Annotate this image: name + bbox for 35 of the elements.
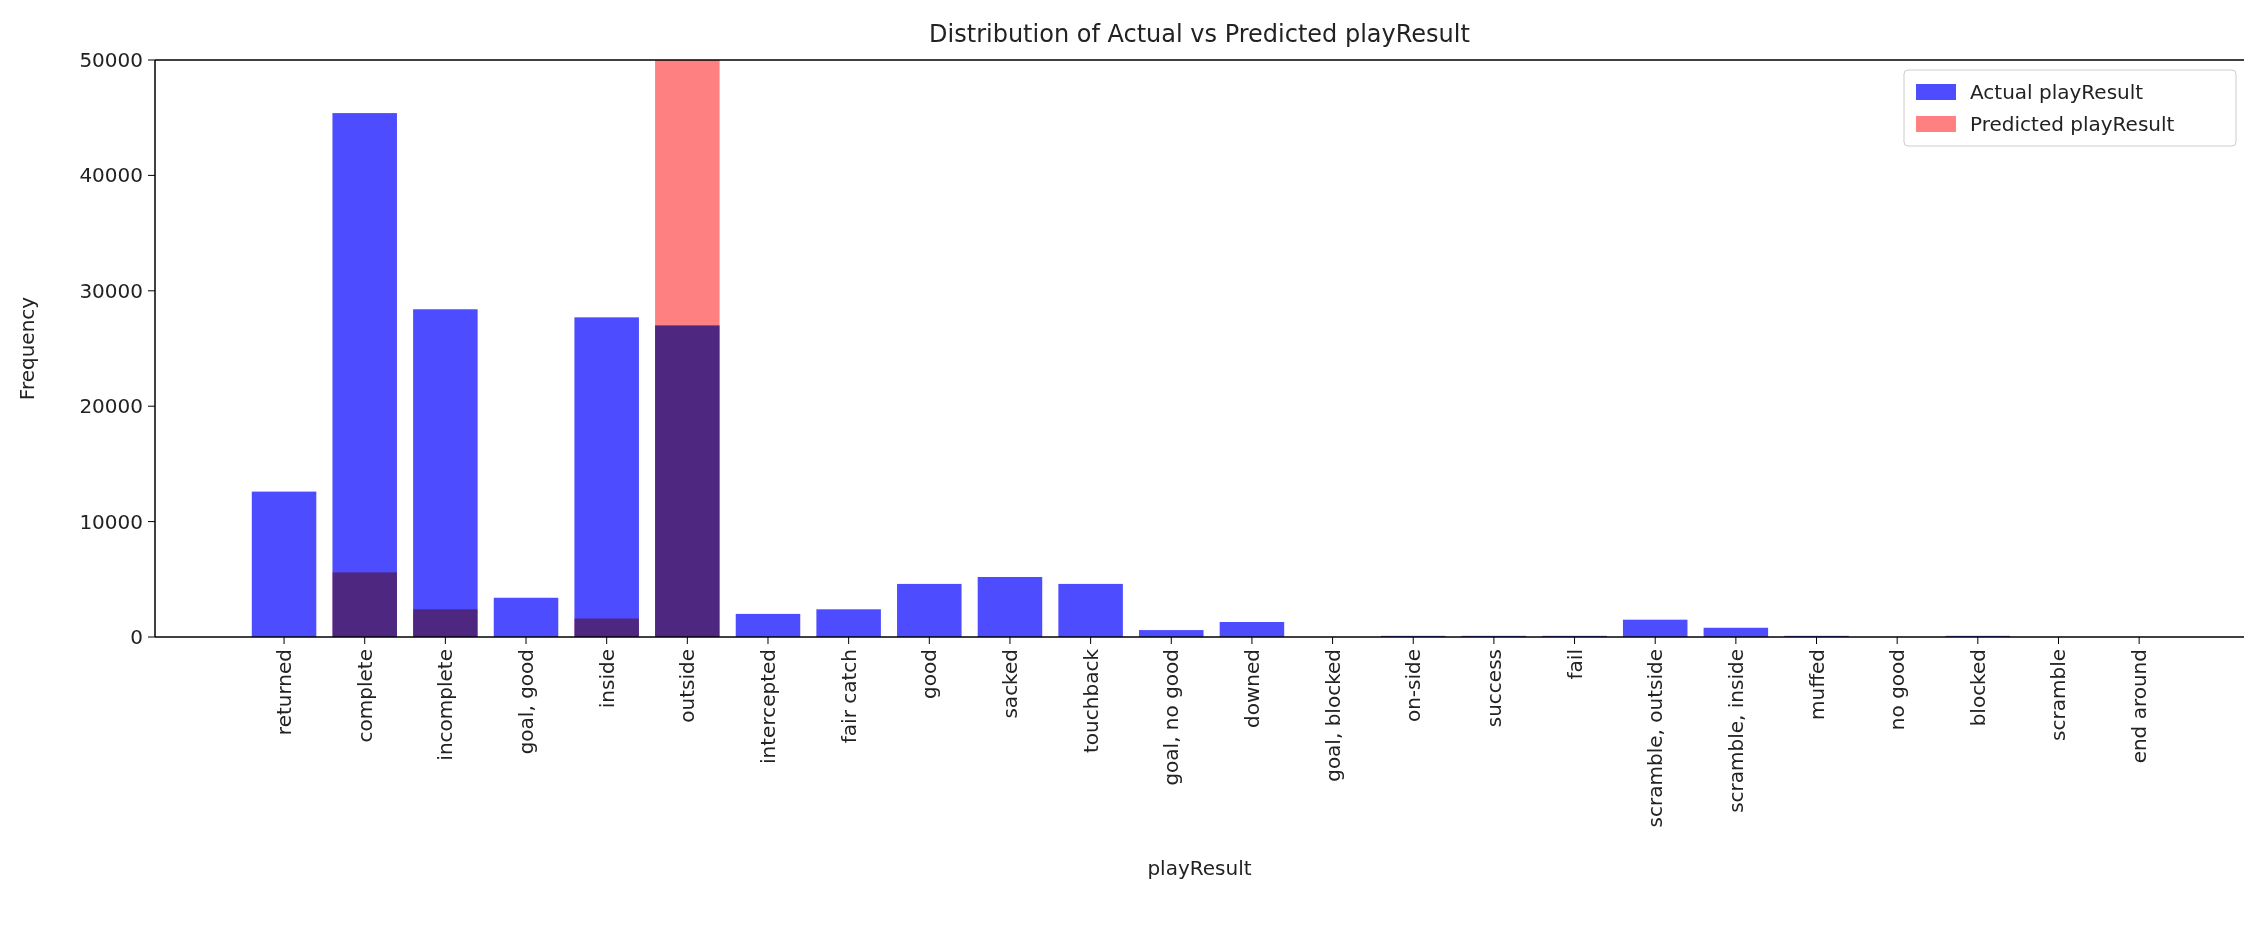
y-tick-label: 10000: [79, 509, 143, 534]
x-tick-label: inside: [594, 649, 619, 709]
legend-label: Actual playResult: [1970, 80, 2144, 104]
chart-title: Distribution of Actual vs Predicted playResult: [929, 20, 1470, 48]
x-axis-title: playResult: [1147, 855, 1252, 880]
x-tick-label: outside: [675, 649, 700, 723]
x-tick-label: success: [1481, 649, 1506, 728]
x-tick-label: complete: [352, 649, 377, 743]
x-tick-label: muffed: [1804, 649, 1829, 720]
x-tick-label: touchback: [1078, 648, 1103, 753]
y-tick-label: 0: [130, 625, 143, 649]
x-tick-label: returned: [272, 649, 297, 736]
x-tick-label: scramble, inside: [1723, 649, 1748, 813]
x-tick-label: sacked: [997, 649, 1022, 719]
x-tick-label: downed: [1239, 649, 1264, 728]
y-tick-label: 40000: [79, 163, 143, 188]
x-tick-label: goal, no good: [1159, 649, 1184, 786]
x-tick-label: intercepted: [755, 649, 780, 764]
y-tick-label: 30000: [79, 278, 143, 303]
x-tick-label: good: [917, 649, 942, 699]
x-tick-label: on-side: [1401, 649, 1426, 723]
x-tick-label: fair catch: [836, 649, 861, 744]
y-axis-title: Frequency: [15, 296, 39, 401]
y-tick-label: 50000: [79, 48, 143, 72]
legend-label: Predicted playResult: [1970, 112, 2175, 136]
x-tick-label: scramble: [2046, 649, 2071, 741]
x-tick-label: no good: [1885, 649, 1910, 731]
x-tick-label: goal, good: [514, 649, 539, 755]
x-tick-label: scramble, outside: [1643, 649, 1668, 828]
x-tick-label: incomplete: [433, 649, 458, 761]
x-tick-label: fail: [1562, 649, 1587, 680]
y-tick-label: 20000: [79, 394, 143, 419]
x-tick-label: end around: [2127, 649, 2152, 764]
x-tick-label: goal, blocked: [1320, 649, 1345, 782]
x-tick-label: blocked: [1965, 649, 1990, 727]
